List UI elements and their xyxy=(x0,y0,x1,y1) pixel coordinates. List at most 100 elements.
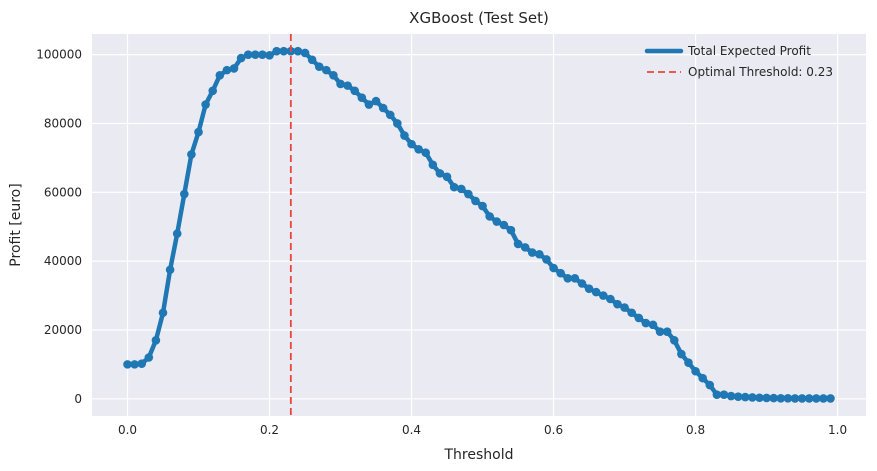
data-point xyxy=(449,182,459,192)
data-point xyxy=(627,308,636,318)
data-point xyxy=(144,353,154,362)
data-point xyxy=(172,229,182,238)
data-point xyxy=(400,131,409,140)
chart-title: XGBoost (Test Set) xyxy=(409,9,549,27)
x-tick-label: 0.2 xyxy=(260,423,279,437)
data-point xyxy=(371,96,381,106)
data-point xyxy=(655,327,665,336)
data-point xyxy=(520,243,530,252)
data-point xyxy=(456,184,466,194)
data-point xyxy=(591,287,601,297)
data-point xyxy=(385,110,395,120)
y-tick-label: 100000 xyxy=(36,48,82,62)
data-point xyxy=(222,65,232,75)
y-tick-label: 80000 xyxy=(44,116,82,130)
data-point xyxy=(584,284,594,293)
x-tick-label: 0.6 xyxy=(544,423,563,437)
y-tick-label: 40000 xyxy=(44,254,82,268)
data-point xyxy=(677,349,686,359)
data-point xyxy=(691,366,700,376)
x-tick-label: 0.8 xyxy=(686,423,705,437)
data-point xyxy=(215,70,225,80)
data-point xyxy=(662,327,672,336)
data-point xyxy=(208,86,218,96)
data-point xyxy=(556,268,565,278)
data-point xyxy=(151,335,161,345)
legend-label-optimal-threshold: Optimal Threshold: 0.23 xyxy=(688,65,833,79)
data-point xyxy=(393,119,402,128)
data-point xyxy=(577,279,587,288)
data-point xyxy=(542,255,551,264)
data-point xyxy=(598,291,608,300)
data-point xyxy=(748,393,757,402)
data-point xyxy=(272,46,281,56)
data-point xyxy=(499,220,509,230)
y-tick-label: 60000 xyxy=(44,185,82,199)
data-point xyxy=(726,391,736,401)
data-point xyxy=(826,394,835,403)
y-axis-title: Profit [euro] xyxy=(8,183,24,266)
data-point xyxy=(506,225,516,235)
data-point xyxy=(364,100,374,109)
data-point xyxy=(535,249,544,259)
data-point xyxy=(201,100,210,109)
data-point xyxy=(669,335,679,345)
data-point xyxy=(634,313,644,323)
data-point xyxy=(158,308,168,318)
x-axis-title: Threshold xyxy=(444,447,514,463)
data-point xyxy=(229,64,239,73)
data-point xyxy=(549,263,558,273)
data-point xyxy=(613,299,622,309)
data-point xyxy=(698,373,707,383)
data-point xyxy=(357,93,367,102)
legend-label-total-expected-profit: Total Expected Profit xyxy=(687,44,811,58)
x-tick-label: 0.4 xyxy=(402,423,421,437)
data-point xyxy=(343,81,352,90)
data-point xyxy=(492,217,502,226)
data-point xyxy=(471,196,480,206)
data-point xyxy=(258,50,267,59)
data-point xyxy=(719,390,729,399)
data-point xyxy=(428,160,438,170)
data-point xyxy=(797,394,807,403)
data-point xyxy=(648,320,658,330)
data-point xyxy=(194,127,203,137)
data-point xyxy=(783,393,793,403)
data-point xyxy=(180,189,189,199)
data-point xyxy=(755,393,764,403)
data-point xyxy=(329,70,338,80)
data-point xyxy=(130,360,139,369)
data-point xyxy=(300,48,310,58)
data-point xyxy=(322,65,331,75)
data-point xyxy=(307,55,317,65)
data-point xyxy=(279,46,289,56)
data-point xyxy=(378,103,388,113)
data-point xyxy=(811,394,821,403)
data-point xyxy=(243,50,253,59)
data-point xyxy=(478,201,487,211)
data-point xyxy=(165,265,175,275)
data-point xyxy=(563,274,573,283)
data-point xyxy=(414,144,423,154)
data-point xyxy=(435,169,445,178)
data-point xyxy=(790,394,800,403)
data-point xyxy=(819,394,828,403)
data-point xyxy=(769,393,778,403)
data-point xyxy=(733,392,743,402)
y-tick-label: 20000 xyxy=(44,323,82,337)
data-point xyxy=(606,294,615,304)
x-axis-ticks: 0.0 0.2 0.4 0.6 0.8 1.0 xyxy=(118,423,847,437)
data-point xyxy=(513,239,523,249)
data-point xyxy=(350,86,360,96)
data-point xyxy=(527,248,537,257)
grid xyxy=(92,34,866,416)
data-point xyxy=(123,360,132,369)
data-point xyxy=(740,392,750,402)
data-point xyxy=(762,393,771,403)
legend: Total Expected Profit Optimal Threshold:… xyxy=(644,44,833,79)
data-point xyxy=(804,394,814,403)
data-point xyxy=(187,150,196,159)
data-point xyxy=(641,318,651,328)
data-point xyxy=(464,189,473,199)
